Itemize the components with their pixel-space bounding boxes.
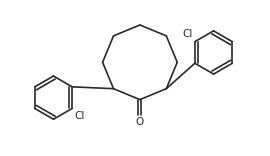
- Text: Cl: Cl: [74, 111, 85, 121]
- Text: O: O: [136, 117, 144, 127]
- Text: Cl: Cl: [183, 29, 193, 39]
